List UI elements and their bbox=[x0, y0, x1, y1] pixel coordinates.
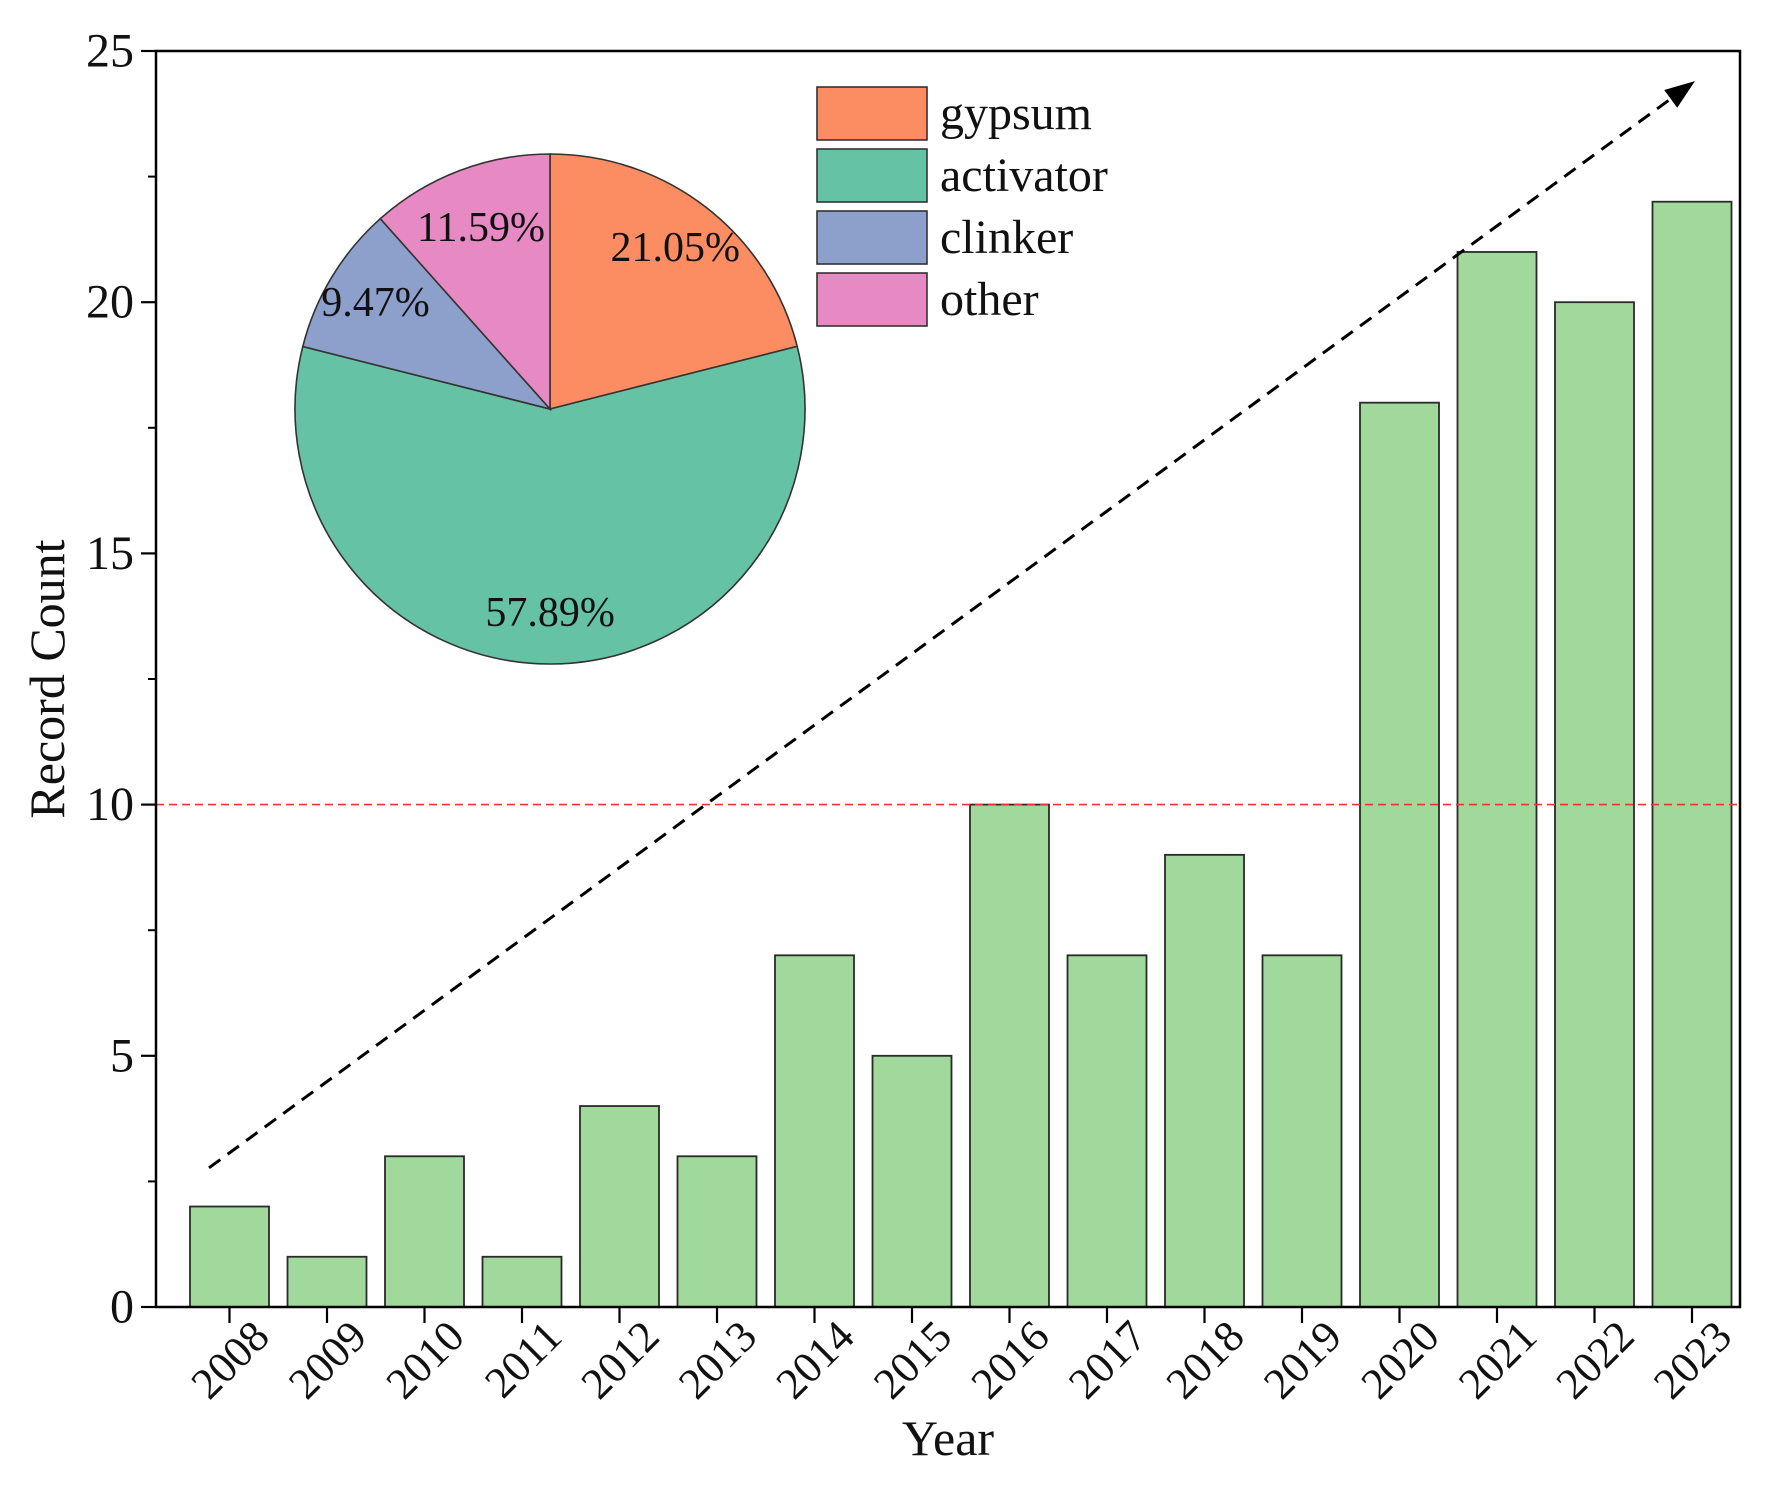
bar-2019 bbox=[1261, 954, 1343, 1308]
pie-label-activator: 57.89% bbox=[485, 590, 615, 636]
pie-slice-gypsum bbox=[549, 153, 799, 411]
pie-slice-clinker bbox=[301, 217, 553, 411]
legend-swatch-activator bbox=[816, 148, 928, 203]
pie-label-other: 11.59% bbox=[417, 205, 545, 251]
trend-arrow-line bbox=[208, 97, 1672, 1170]
bar-2016 bbox=[969, 803, 1050, 1308]
pie-slice-activator bbox=[294, 345, 806, 665]
legend-label-gypsum: gypsum bbox=[940, 87, 1092, 140]
bar-2014 bbox=[774, 954, 855, 1308]
y-tick-label-10: 10 bbox=[86, 778, 134, 831]
pie-slice-other bbox=[379, 153, 551, 412]
trend-arrow-head bbox=[1664, 81, 1695, 108]
trend-arrow-group bbox=[208, 81, 1695, 1170]
pie-label-clinker: 9.47% bbox=[321, 280, 430, 326]
bar-2017 bbox=[1066, 954, 1148, 1308]
legend-label-clinker: clinker bbox=[940, 211, 1073, 264]
legend-label-activator: activator bbox=[940, 149, 1108, 202]
y-tick-label-15: 15 bbox=[86, 527, 134, 580]
bar-2022 bbox=[1554, 301, 1635, 1308]
y-axis: 0 5 10 15 20 25 bbox=[86, 25, 156, 1334]
bar-2008 bbox=[189, 1205, 270, 1308]
bar-2010 bbox=[384, 1155, 465, 1308]
y-axis-title: Record Count bbox=[19, 539, 75, 818]
x-axis-title: Year bbox=[902, 1410, 994, 1466]
bar-2011 bbox=[481, 1255, 563, 1308]
legend-swatch-clinker bbox=[816, 210, 928, 265]
pie-legend: gypsum activator clinker other bbox=[816, 86, 1108, 327]
plot-frame bbox=[154, 49, 1742, 1309]
legend-label-other: other bbox=[940, 273, 1039, 326]
pie-label-gypsum: 21.05% bbox=[611, 225, 741, 271]
legend-swatch-other bbox=[816, 272, 928, 327]
bar-2020 bbox=[1359, 401, 1440, 1308]
bar-2023 bbox=[1651, 200, 1733, 1308]
bar-2012 bbox=[579, 1105, 660, 1308]
bar-2013 bbox=[676, 1155, 758, 1308]
y-tick-label-0: 0 bbox=[110, 1281, 134, 1334]
bar-2021 bbox=[1456, 251, 1538, 1308]
pie-chart-inset: 21.05% 57.89% 9.47% 11.59% bbox=[294, 153, 806, 665]
bar-2009 bbox=[286, 1255, 368, 1308]
y-tick-label-5: 5 bbox=[110, 1029, 134, 1082]
bars-group bbox=[189, 200, 1733, 1308]
bar-2018 bbox=[1164, 853, 1245, 1308]
y-tick-label-20: 20 bbox=[86, 276, 134, 329]
bar-2015 bbox=[871, 1054, 953, 1308]
y-tick-label-25: 25 bbox=[86, 25, 134, 78]
legend-swatch-gypsum bbox=[816, 86, 928, 141]
